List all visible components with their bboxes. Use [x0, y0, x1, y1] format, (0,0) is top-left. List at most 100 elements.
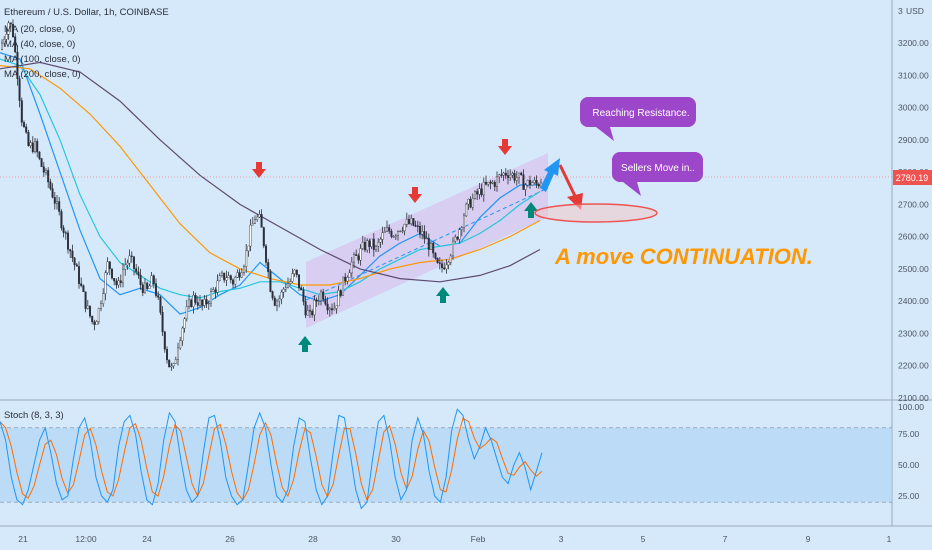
candle[interactable] — [159, 295, 162, 315]
candle[interactable] — [229, 274, 232, 284]
candle[interactable] — [115, 278, 118, 289]
candle[interactable] — [192, 291, 195, 314]
candle[interactable] — [130, 251, 133, 263]
candle[interactable] — [238, 269, 241, 281]
candle[interactable] — [328, 306, 331, 317]
candle[interactable] — [364, 237, 367, 253]
candle[interactable] — [80, 277, 83, 288]
candle[interactable] — [117, 277, 120, 288]
candle[interactable] — [449, 253, 452, 266]
candle[interactable] — [447, 260, 450, 270]
candle[interactable] — [148, 283, 151, 289]
candle[interactable] — [375, 244, 378, 252]
candle[interactable] — [113, 278, 116, 286]
candle[interactable] — [108, 261, 111, 276]
candle[interactable] — [377, 238, 380, 252]
candle[interactable] — [379, 237, 382, 248]
candle[interactable] — [150, 272, 153, 287]
candle[interactable] — [269, 269, 272, 293]
candle[interactable] — [324, 295, 327, 306]
candle[interactable] — [71, 244, 74, 262]
stoch-d-line[interactable] — [0, 417, 543, 502]
candle[interactable] — [388, 224, 391, 234]
candle[interactable] — [535, 175, 538, 189]
candle[interactable] — [337, 285, 340, 307]
candle[interactable] — [361, 235, 364, 251]
candle[interactable] — [271, 290, 274, 301]
candle[interactable] — [300, 285, 303, 291]
candle[interactable] — [456, 236, 459, 241]
candle[interactable] — [520, 171, 523, 176]
candle[interactable] — [509, 169, 512, 181]
candle[interactable] — [445, 259, 448, 274]
candle[interactable] — [60, 209, 63, 231]
candle[interactable] — [247, 245, 250, 257]
candle[interactable] — [276, 298, 279, 312]
candle[interactable] — [487, 181, 490, 187]
candle[interactable] — [251, 217, 254, 226]
candle[interactable] — [203, 295, 206, 308]
candle[interactable] — [467, 198, 470, 210]
candle[interactable] — [265, 244, 268, 266]
candle[interactable] — [27, 129, 30, 147]
candle[interactable] — [245, 244, 248, 273]
candle[interactable] — [31, 136, 34, 154]
candle[interactable] — [289, 278, 292, 286]
candle[interactable] — [258, 210, 261, 218]
candle[interactable] — [502, 171, 505, 181]
candle[interactable] — [256, 214, 259, 222]
candle[interactable] — [16, 45, 19, 86]
candle[interactable] — [196, 296, 199, 310]
candle[interactable] — [104, 270, 107, 301]
candle[interactable] — [73, 257, 76, 271]
candle[interactable] — [194, 292, 197, 305]
candle[interactable] — [311, 309, 314, 318]
candle[interactable] — [522, 169, 525, 190]
candle[interactable] — [419, 221, 422, 239]
candle[interactable] — [504, 168, 507, 180]
candle[interactable] — [498, 173, 501, 183]
candle[interactable] — [190, 298, 193, 308]
candle[interactable] — [471, 193, 474, 211]
candle[interactable] — [56, 195, 59, 210]
candle[interactable] — [69, 248, 72, 258]
candle[interactable] — [370, 238, 373, 249]
candle[interactable] — [313, 295, 316, 322]
candle[interactable] — [344, 273, 347, 286]
candle[interactable] — [425, 231, 428, 240]
candle[interactable] — [227, 271, 230, 278]
candle[interactable] — [478, 183, 481, 200]
candle[interactable] — [306, 305, 309, 316]
ma-line-3[interactable] — [0, 61, 541, 283]
candle[interactable] — [102, 288, 105, 307]
candle[interactable] — [315, 297, 318, 307]
candle[interactable] — [500, 169, 503, 178]
indicator-ma40-label[interactable]: MA (40, close, 0) — [4, 39, 75, 50]
candle[interactable] — [45, 168, 48, 176]
candle[interactable] — [212, 287, 215, 293]
candle[interactable] — [399, 230, 402, 233]
candle[interactable] — [278, 295, 281, 308]
candle[interactable] — [1, 39, 4, 51]
candle[interactable] — [97, 307, 100, 325]
candle[interactable] — [49, 178, 52, 191]
candle[interactable] — [322, 288, 325, 303]
candle[interactable] — [372, 233, 375, 257]
candle[interactable] — [66, 230, 69, 254]
candle[interactable] — [443, 262, 446, 271]
price-axis[interactable] — [892, 0, 932, 550]
candle[interactable] — [88, 305, 91, 319]
candle[interactable] — [386, 220, 389, 233]
candle[interactable] — [174, 356, 177, 364]
candle[interactable] — [346, 275, 349, 285]
candle[interactable] — [135, 264, 138, 275]
candle[interactable] — [414, 220, 417, 228]
candle[interactable] — [392, 235, 395, 238]
candle[interactable] — [51, 183, 54, 199]
candle[interactable] — [170, 362, 173, 371]
candle[interactable] — [168, 359, 171, 368]
candle[interactable] — [331, 303, 334, 315]
candle[interactable] — [40, 157, 43, 168]
candle[interactable] — [25, 123, 28, 134]
